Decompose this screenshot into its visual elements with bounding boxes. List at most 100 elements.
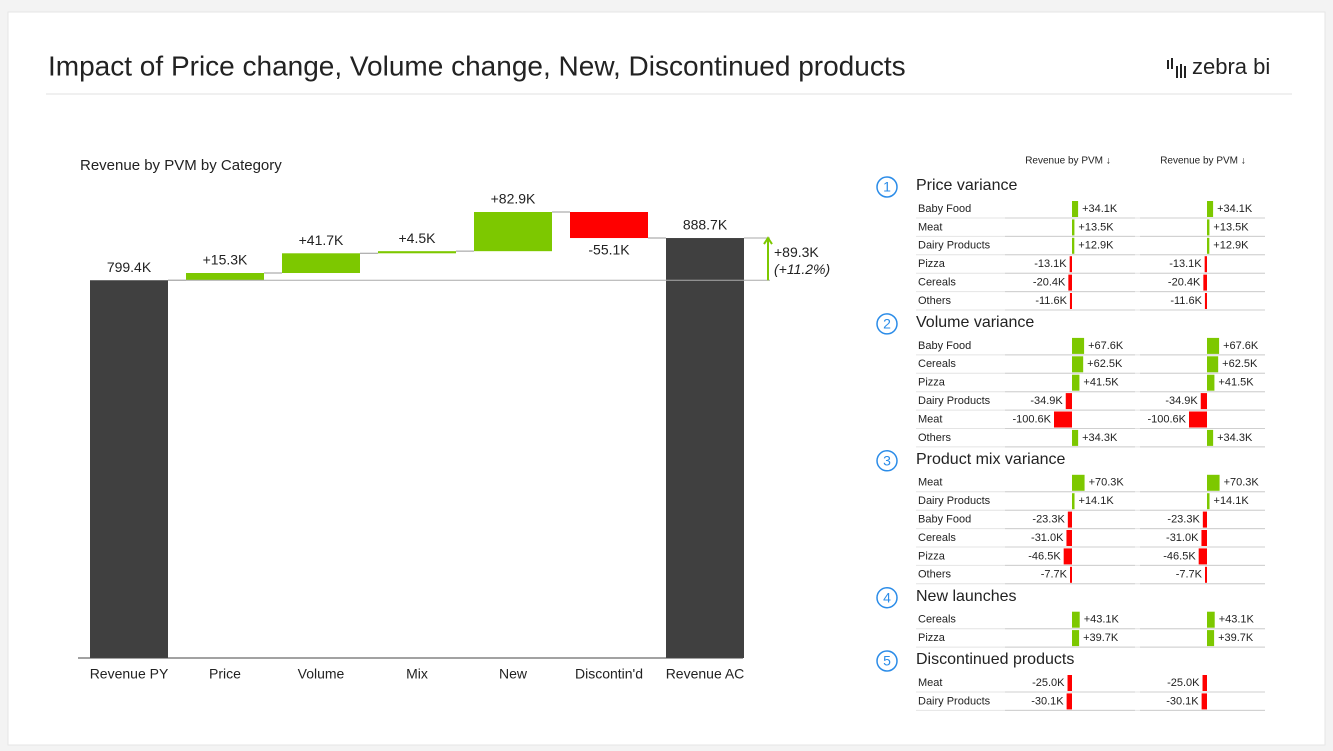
row-name: Dairy Products (918, 240, 991, 252)
section-title: New launches (916, 588, 1017, 605)
row-value: +39.7K (1218, 632, 1254, 644)
section-number: 2 (883, 316, 891, 332)
section-badge (876, 586, 898, 609)
row-bar (1072, 337, 1085, 354)
value-label: 888.7K (683, 217, 728, 233)
row-value: -46.5K (1028, 550, 1061, 562)
row-name: Meat (918, 677, 942, 689)
row-bar (1072, 493, 1075, 510)
row-bar (1207, 611, 1215, 628)
row-bar (1207, 237, 1210, 254)
row-bar (1065, 393, 1072, 410)
x-tick-label: Revenue AC (666, 666, 745, 682)
row-value: -25.0K (1167, 677, 1200, 689)
row-bar (1207, 337, 1220, 354)
section-badge (876, 450, 898, 472)
row-value: +34.3K (1082, 432, 1118, 444)
value-label: -55.1K (588, 242, 630, 258)
section-badge (876, 313, 898, 335)
row-name: Cereals (918, 277, 956, 289)
row-bar (1069, 256, 1072, 273)
row-name: Meat (918, 413, 942, 425)
column-header: Revenue by PVM ↓ (1025, 156, 1111, 167)
logo-mark (1167, 58, 1186, 78)
row-name: Others (918, 569, 952, 581)
row-bar (1054, 411, 1072, 428)
variance-percent: (+11.2%) (774, 261, 830, 277)
row-value: -31.0K (1031, 532, 1064, 544)
row-value: +43.1K (1219, 614, 1255, 626)
row-bar (1072, 219, 1075, 236)
row-bar (1072, 474, 1085, 491)
row-bar (1201, 693, 1207, 710)
row-bar (1072, 429, 1079, 446)
bar (666, 238, 744, 658)
row-value: +62.5K (1087, 358, 1123, 370)
row-bar (1207, 201, 1214, 217)
value-label: 799.4K (107, 259, 152, 275)
column-header: Revenue by PVM ↓ (1160, 156, 1246, 167)
bar (474, 212, 552, 252)
row-bar (1063, 548, 1072, 565)
x-tick-label: Volume (298, 666, 345, 682)
value-label: +4.5K (399, 230, 437, 246)
row-value: +12.9K (1078, 240, 1114, 252)
section-number: 5 (883, 653, 891, 669)
row-value: -13.1K (1034, 258, 1067, 270)
row-name: Meat (918, 477, 942, 489)
row-value: +41.5K (1218, 377, 1254, 389)
row-value: +14.1K (1079, 495, 1115, 507)
row-value: +70.3K (1224, 477, 1260, 489)
row-name: Pizza (918, 632, 946, 644)
row-bar (1072, 611, 1080, 628)
row-value: -25.0K (1032, 677, 1065, 689)
row-name: Meat (918, 221, 942, 233)
row-bar (1202, 511, 1207, 528)
row-bar (1204, 293, 1207, 309)
bar (378, 251, 456, 254)
row-name: Baby Food (918, 514, 971, 526)
row-value: -100.6K (1012, 413, 1051, 425)
row-name: Others (918, 295, 952, 307)
row-value: -7.7K (1041, 569, 1068, 581)
row-name: Pizza (918, 258, 946, 270)
arrow-head (763, 236, 773, 245)
row-name: Baby Food (918, 203, 971, 215)
x-tick-label: Price (209, 666, 241, 682)
value-label: +82.9K (491, 191, 536, 207)
row-value: +43.1K (1084, 614, 1120, 626)
row-bar (1189, 411, 1207, 428)
title: Impact of Price change, Volume change, N… (48, 50, 906, 81)
row-value: +39.7K (1083, 632, 1119, 644)
row-value: +62.5K (1222, 358, 1258, 370)
row-value: +34.1K (1217, 203, 1253, 215)
row-value: +13.5K (1078, 221, 1114, 233)
row-bar (1072, 237, 1075, 254)
row-value: -34.9K (1165, 395, 1198, 407)
row-value: -11.6K (1170, 295, 1202, 307)
row-value: -30.1K (1031, 695, 1064, 707)
row-value: +12.9K (1213, 240, 1249, 252)
row-value: +34.3K (1217, 432, 1253, 444)
row-bar (1207, 474, 1220, 491)
x-tick-label: Discontin'd (575, 666, 643, 682)
row-name: Cereals (918, 614, 956, 626)
row-value: +41.5K (1083, 377, 1119, 389)
row-value: -23.3K (1167, 514, 1200, 526)
row-bar (1201, 530, 1207, 546)
x-tick-label: Mix (406, 666, 428, 682)
section-title: Discontinued products (916, 651, 1074, 668)
row-bar (1066, 530, 1072, 546)
row-bar (1207, 219, 1210, 236)
row-name: Dairy Products (918, 395, 991, 407)
section-number: 1 (883, 179, 891, 195)
row-bar (1207, 356, 1219, 373)
row-name: Dairy Products (918, 695, 991, 707)
row-name: Others (918, 432, 952, 444)
bar (90, 280, 168, 658)
bar (570, 212, 648, 239)
bar (186, 273, 264, 281)
row-value: -11.6K (1035, 295, 1067, 307)
